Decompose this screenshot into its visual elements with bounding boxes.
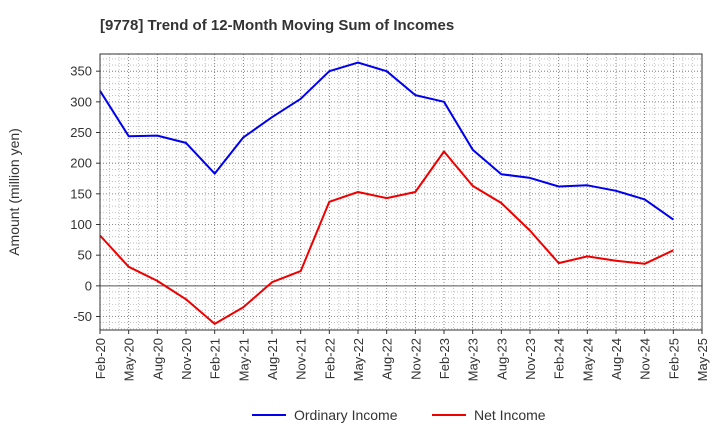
x-tick-label: Aug-21	[265, 338, 280, 380]
x-tick-label: Nov-20	[179, 338, 194, 380]
x-tick-label: May-23	[466, 338, 481, 381]
x-tick-label: Nov-21	[294, 338, 309, 380]
x-tick-label: Feb-22	[322, 338, 337, 379]
x-tick-label: Aug-22	[380, 338, 395, 380]
x-tick-label: May-24	[580, 338, 595, 381]
x-tick-label: Nov-22	[408, 338, 423, 380]
y-tick-label: -50	[73, 309, 92, 324]
y-tick-label: 150	[70, 186, 92, 201]
series-group	[99, 61, 674, 325]
y-axis-ticks: -50 0 50 100 150 200 250 300 350	[70, 64, 100, 324]
x-tick-label: May-22	[351, 338, 366, 381]
y-tick-label: 250	[70, 125, 92, 140]
x-tick-label: Feb-20	[93, 338, 108, 379]
x-tick-label: Feb-21	[208, 338, 223, 379]
y-tick-label: 50	[78, 248, 92, 263]
series-line-net-income	[99, 150, 674, 325]
grid	[100, 54, 702, 330]
x-tick-label: Nov-23	[523, 338, 538, 380]
y-tick-label: 0	[85, 278, 92, 293]
legend-label-ordinary-income: Ordinary Income	[294, 407, 398, 423]
chart-title: [9778] Trend of 12-Month Moving Sum of I…	[100, 17, 454, 34]
x-tick-label: May-25	[695, 338, 710, 381]
x-tick-label: Aug-24	[609, 338, 624, 380]
x-tick-label: Aug-23	[494, 338, 509, 380]
x-tick-label: Feb-24	[552, 338, 567, 379]
y-axis-label: Amount (million yen)	[6, 128, 22, 256]
y-tick-label: 300	[70, 94, 92, 109]
y-tick-label: 350	[70, 64, 92, 79]
x-tick-label: May-20	[122, 338, 137, 381]
y-tick-label: 100	[70, 217, 92, 232]
y-tick-label: 200	[70, 156, 92, 171]
x-tick-label: Nov-24	[638, 338, 653, 380]
x-tick-label: Feb-23	[437, 338, 452, 379]
x-axis-ticks: Feb-20 May-20 Aug-20 Nov-20 Feb-21 May-21 Aug-…	[93, 330, 710, 381]
series-line-ordinary-income	[99, 61, 674, 221]
plot-frame	[99, 53, 703, 331]
x-tick-label: Aug-20	[150, 338, 165, 380]
legend: Ordinary Income Net Income	[252, 407, 546, 423]
legend-label-net-income: Net Income	[474, 407, 546, 423]
x-tick-label: Feb-25	[666, 338, 681, 379]
x-tick-label: May-21	[236, 338, 251, 381]
